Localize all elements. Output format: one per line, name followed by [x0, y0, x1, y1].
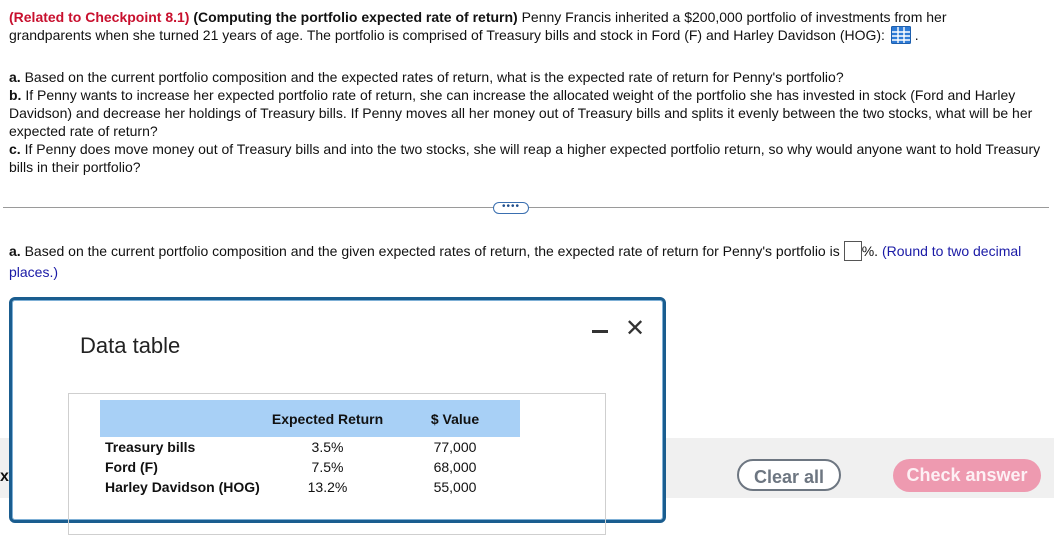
- check-answer-button[interactable]: Check answer: [893, 459, 1041, 492]
- answer-label: a.: [9, 243, 21, 259]
- problem-title: (Computing the portfolio expected rate o…: [193, 9, 518, 25]
- expected-return: 3.5%: [311, 439, 344, 455]
- expected-return: 13.2%: [307, 479, 348, 495]
- expected-return: 7.5%: [311, 459, 344, 475]
- asset-name: Ford (F): [105, 459, 158, 475]
- intro-period: .: [914, 27, 919, 43]
- answer-text: Based on the current portfolio compositi…: [24, 243, 840, 259]
- part-a-text: Based on the current portfolio compositi…: [24, 69, 844, 85]
- problem-intro-text: Penny Francis inherited a $200,000 portf…: [9, 9, 947, 43]
- header-expected-return: Expected Return: [265, 400, 390, 437]
- table-row: Ford (F) 7.5% 68,000: [100, 457, 520, 477]
- part-c-label: c.: [9, 141, 21, 157]
- data-table-dialog: Data table ✕ Expected Return $ Value Tre…: [9, 297, 666, 535]
- rounding-hint: (Round to two decimal places.): [9, 243, 1022, 280]
- part-c: c. If Penny does move money out of Treas…: [9, 140, 1044, 176]
- asset-name: Harley Davidson (HOG): [105, 479, 260, 495]
- dollar-value: 68,000: [433, 459, 477, 475]
- checkpoint-tag: (Related to Checkpoint 8.1): [9, 9, 190, 25]
- part-b-text: If Penny wants to increase her expected …: [9, 87, 1033, 139]
- dialog-title: Data table: [80, 333, 181, 358]
- table-frame: Expected Return $ Value Treasury bills 3…: [68, 393, 606, 535]
- expand-handle[interactable]: ••••: [493, 202, 529, 214]
- answer-unit: %.: [861, 243, 879, 259]
- header-asset: [100, 400, 265, 437]
- part-c-text: If Penny does move money out of Treasury…: [9, 141, 1041, 175]
- table-row: Treasury bills 3.5% 77,000: [100, 437, 520, 457]
- data-table: Expected Return $ Value Treasury bills 3…: [100, 400, 520, 497]
- part-a-label: a.: [9, 69, 21, 85]
- part-b-label: b.: [9, 87, 22, 103]
- asset-name: Treasury bills: [105, 439, 196, 455]
- part-a: a. Based on the current portfolio compos…: [9, 68, 1044, 86]
- problem-intro: (Related to Checkpoint 8.1) (Computing t…: [9, 8, 1029, 44]
- minimize-icon[interactable]: [592, 330, 608, 333]
- clear-all-button[interactable]: Clear all: [737, 459, 841, 491]
- close-icon[interactable]: ✕: [625, 315, 646, 342]
- answer-line: a. Based on the current portfolio compos…: [9, 241, 1039, 283]
- data-table-icon[interactable]: [890, 26, 911, 44]
- problem-parts: a. Based on the current portfolio compos…: [9, 68, 1044, 176]
- dollar-value: 77,000: [433, 439, 477, 455]
- dollar-value: 55,000: [433, 479, 477, 495]
- header-dollar-value: $ Value: [390, 400, 520, 437]
- left-marker: x: [0, 468, 9, 485]
- table-row: Harley Davidson (HOG) 13.2% 55,000: [100, 477, 520, 497]
- table-header-row: Expected Return $ Value: [100, 400, 520, 437]
- part-b: b. If Penny wants to increase her expect…: [9, 86, 1044, 140]
- answer-input[interactable]: [843, 241, 862, 261]
